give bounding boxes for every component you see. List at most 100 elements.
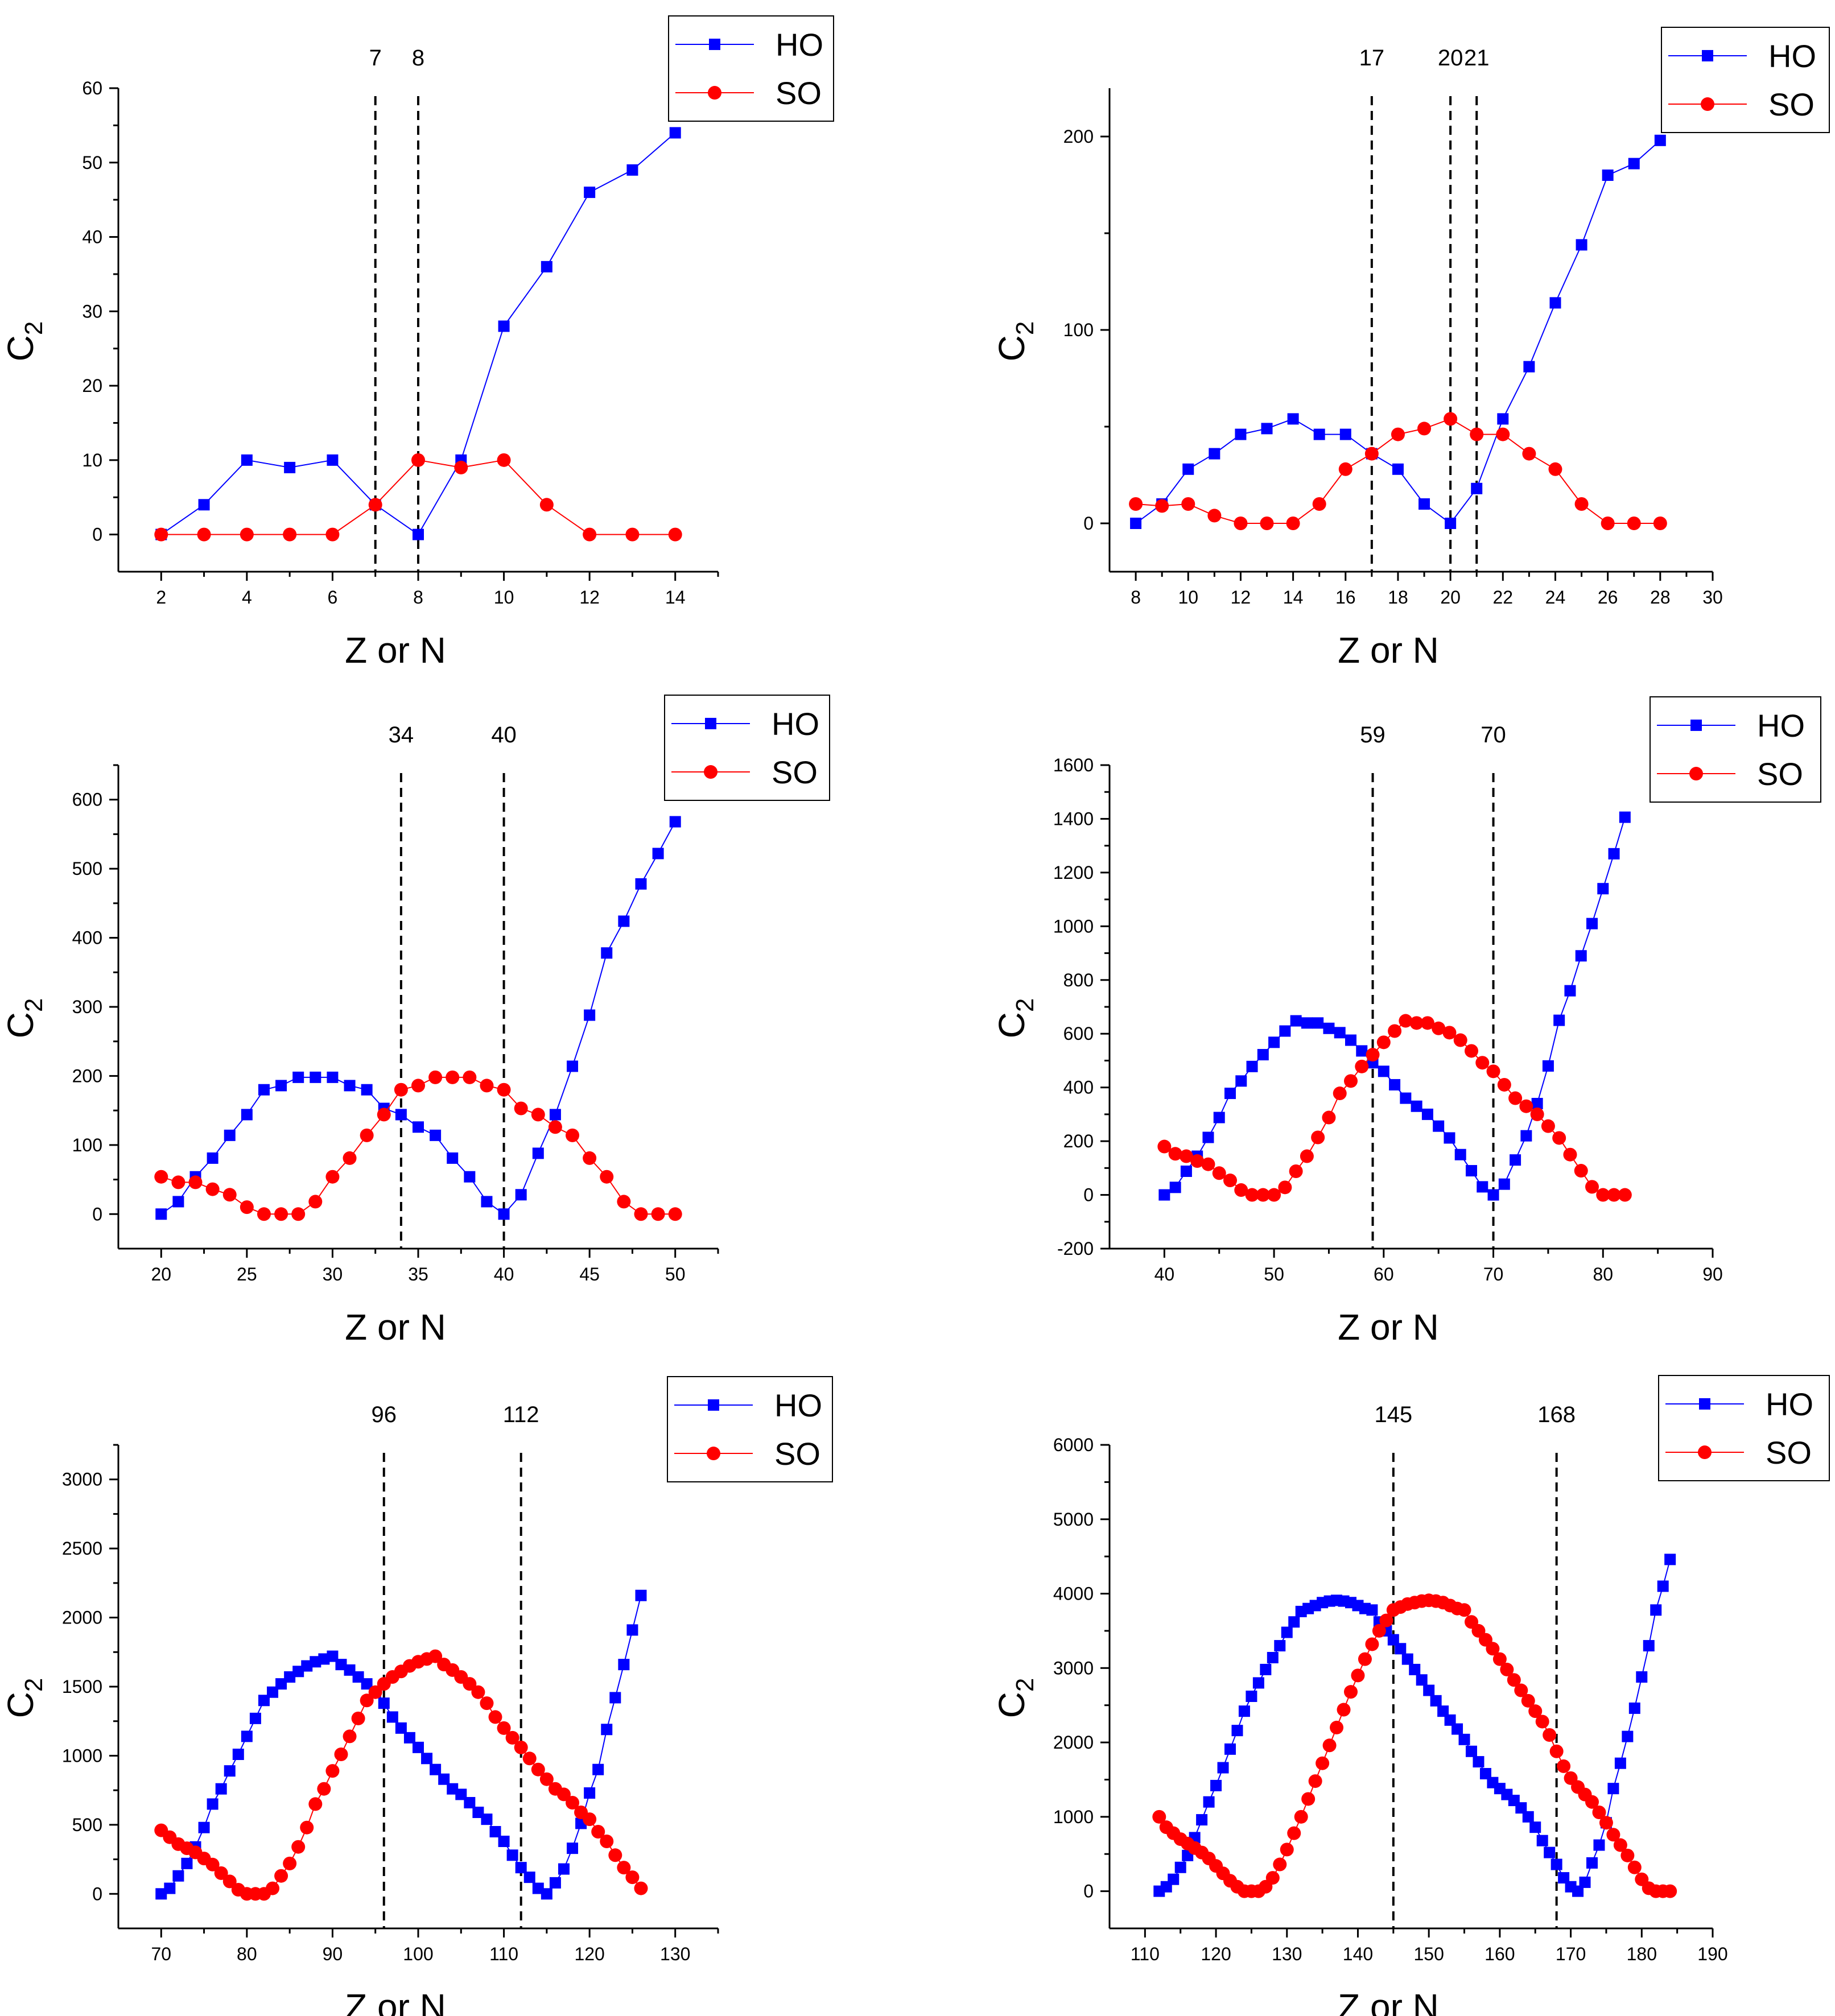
ho-point <box>1267 1652 1279 1663</box>
y-tick-label: 200 <box>72 1065 102 1086</box>
ho-point <box>1529 1821 1541 1833</box>
so-point <box>214 1866 228 1880</box>
ho-point <box>198 1821 210 1833</box>
ho-point <box>1158 1189 1170 1201</box>
so-point <box>1417 422 1432 436</box>
so-point <box>566 1128 580 1142</box>
x-tick-label: 170 <box>1556 1944 1586 1964</box>
ho-point <box>1650 1604 1662 1616</box>
y-tick-label: 5000 <box>1053 1509 1094 1530</box>
ho-point <box>284 461 296 473</box>
shell-closure-label: 34 <box>389 722 414 747</box>
shell-closure-label: 7 <box>369 46 382 71</box>
so-point <box>651 1207 665 1221</box>
y-axis-title: C2 <box>991 321 1039 362</box>
so-point <box>583 527 597 542</box>
y-tick-label: -200 <box>1057 1238 1094 1259</box>
ho-point <box>344 1664 356 1676</box>
y-tick-label: 2500 <box>62 1538 102 1559</box>
y-tick-label: 800 <box>1063 970 1094 990</box>
ho-point <box>515 1189 527 1201</box>
ho-point <box>1515 1802 1527 1814</box>
shell-closure-label: 8 <box>412 46 424 71</box>
y-axis-title: C2 <box>0 1678 48 1718</box>
so-point <box>1376 1035 1391 1050</box>
so-point <box>480 1696 494 1711</box>
so-point <box>222 1874 237 1889</box>
x-tick-label: 4 <box>242 587 252 608</box>
ho-point <box>1628 158 1640 170</box>
y-tick-label: 400 <box>1063 1077 1094 1098</box>
ho-point <box>1246 1060 1258 1072</box>
y-tick-label: 0 <box>1083 513 1094 534</box>
x-tick-label: 20 <box>1440 587 1461 608</box>
so-point <box>1528 1704 1543 1718</box>
y-tick-label: 0 <box>92 524 102 545</box>
ho-point <box>1290 1015 1302 1027</box>
x-tick-label: 18 <box>1388 587 1408 608</box>
ho-legend-marker <box>1690 719 1702 731</box>
so-series-line <box>160 1076 675 1215</box>
so-point <box>1514 1683 1528 1697</box>
ho-point <box>584 187 596 199</box>
x-tick-label: 150 <box>1413 1944 1444 1964</box>
so-point <box>317 1782 331 1796</box>
so-legend-label: SO <box>1766 1435 1812 1470</box>
so-legend-label: SO <box>1768 86 1815 122</box>
ho-point <box>155 1888 167 1900</box>
y-tick-label: 60 <box>82 78 102 98</box>
so-point <box>360 1693 374 1708</box>
so-point <box>1365 1637 1379 1651</box>
ho-point <box>1466 1165 1477 1177</box>
ho-point <box>1586 1857 1598 1869</box>
so-point <box>1212 1166 1226 1180</box>
so-point <box>1312 497 1326 511</box>
ho-legend-marker <box>709 38 720 50</box>
ho-point <box>1418 498 1430 510</box>
ho-point <box>413 528 424 540</box>
so-point <box>1541 1119 1555 1133</box>
so-point <box>154 527 168 542</box>
y-tick-label: 10 <box>82 450 102 470</box>
ho-point <box>532 1147 544 1159</box>
y-tick-label: 300 <box>72 997 102 1017</box>
ho-point <box>1401 1653 1413 1665</box>
ho-point <box>1378 1065 1389 1077</box>
so-point <box>300 1820 314 1835</box>
ho-point <box>1430 1695 1442 1707</box>
x-tick-label: 100 <box>403 1944 433 1964</box>
y-axis-title: C2 <box>0 998 48 1039</box>
ho-point <box>1312 1017 1324 1029</box>
y-tick-label: 0 <box>1083 1881 1094 1902</box>
so-point <box>1465 1044 1478 1058</box>
ho-point <box>592 1763 604 1775</box>
x-tick-label: 25 <box>237 1264 257 1284</box>
x-tick-label: 110 <box>489 1944 518 1964</box>
so-point <box>283 527 297 542</box>
ho-legend-marker <box>1699 1398 1710 1410</box>
ho-point <box>241 1730 253 1742</box>
so-point <box>1563 1147 1577 1162</box>
y-tick-label: 1500 <box>62 1676 102 1697</box>
x-tick-label: 160 <box>1485 1944 1515 1964</box>
so-legend-label: SO <box>772 754 818 790</box>
legend-box <box>1658 1375 1830 1481</box>
so-point <box>497 1083 511 1097</box>
ho-point <box>1421 1108 1433 1120</box>
so-point <box>1399 1014 1413 1028</box>
so-point <box>600 1835 614 1848</box>
ho-point <box>472 1807 484 1818</box>
x-tick-label: 60 <box>1374 1264 1394 1284</box>
so-series-line <box>1164 1020 1625 1196</box>
so-point <box>1521 1693 1535 1708</box>
so-point <box>1355 1059 1369 1073</box>
x-tick-label: 45 <box>579 1264 600 1284</box>
so-point <box>1179 1149 1193 1163</box>
y-axis-title: C2 <box>991 1678 1039 1718</box>
so-point <box>1234 517 1248 530</box>
x-tick-label: 50 <box>665 1264 686 1284</box>
so-point <box>1442 1026 1457 1040</box>
so-point <box>308 1195 323 1209</box>
ho-point <box>1477 1181 1488 1193</box>
